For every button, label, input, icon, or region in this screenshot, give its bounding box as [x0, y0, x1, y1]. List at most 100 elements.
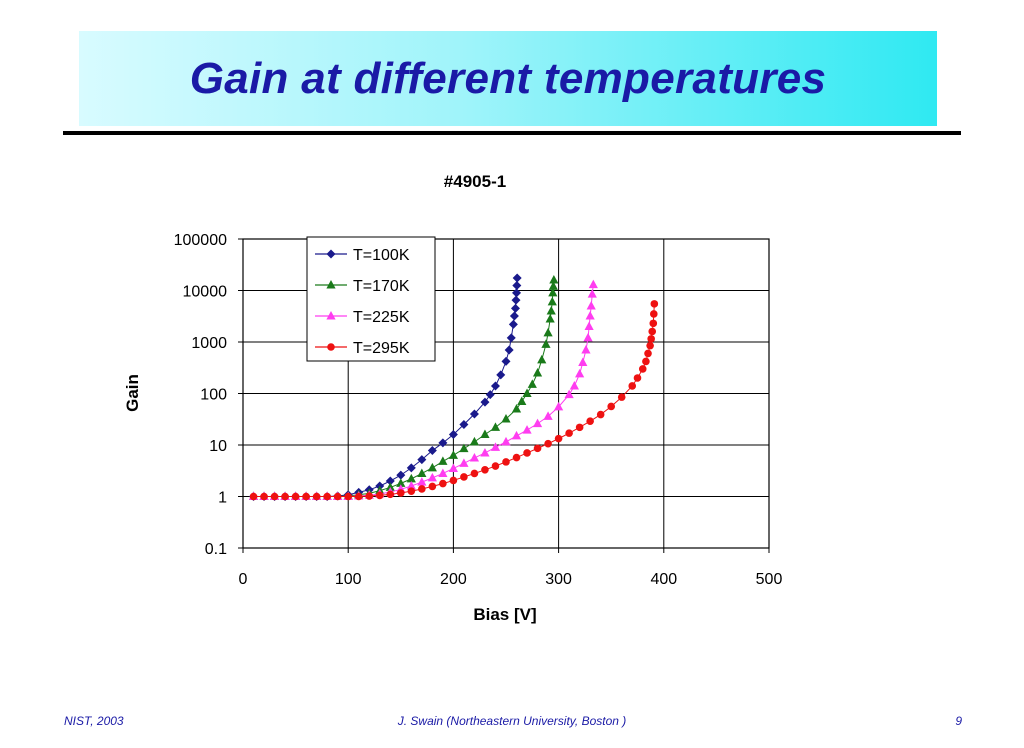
legend-marker	[326, 311, 336, 320]
data-point	[480, 429, 490, 438]
data-point	[527, 379, 537, 388]
data-point	[543, 327, 553, 337]
data-point	[281, 492, 289, 501]
data-point	[480, 397, 490, 407]
legend-label: T=225K	[353, 309, 410, 326]
data-point	[459, 458, 469, 467]
data-point	[406, 473, 416, 483]
data-point	[596, 410, 605, 419]
data-point	[650, 310, 658, 318]
x-tick-label: 100	[335, 571, 362, 588]
data-point	[396, 478, 406, 487]
data-point	[586, 301, 596, 310]
data-point	[541, 339, 551, 348]
data-point	[333, 492, 342, 501]
x-tick-label: 500	[756, 571, 783, 588]
x-tick-label: 0	[239, 571, 248, 588]
data-point	[375, 491, 384, 500]
data-point	[533, 444, 542, 453]
data-point	[496, 370, 506, 380]
data-point	[548, 287, 558, 297]
data-point	[588, 279, 598, 289]
data-point	[554, 434, 563, 443]
legend-marker	[326, 249, 336, 259]
data-point	[439, 479, 447, 488]
data-point	[617, 393, 626, 401]
data-point	[459, 420, 469, 430]
data-point	[584, 321, 594, 330]
data-point	[427, 462, 437, 472]
data-point	[581, 344, 591, 354]
data-point	[638, 365, 647, 373]
data-point	[491, 462, 500, 470]
data-point	[490, 442, 501, 451]
data-point	[365, 492, 374, 500]
data-point	[438, 456, 448, 465]
data-point	[460, 473, 468, 481]
page-number: 9	[955, 714, 962, 728]
data-point	[270, 492, 279, 501]
legend-box	[306, 236, 436, 362]
data-point	[548, 281, 558, 290]
data-point	[480, 447, 490, 457]
data-point	[260, 492, 268, 501]
legend-label: T=100K	[353, 247, 410, 264]
legend-marker	[327, 343, 335, 351]
data-point	[509, 311, 519, 321]
data-point	[522, 425, 532, 434]
title-divider	[63, 131, 961, 135]
data-point	[578, 357, 588, 366]
data-point	[501, 436, 511, 446]
y-tick-label: 10	[209, 438, 227, 455]
data-point	[511, 404, 522, 413]
data-point	[323, 492, 331, 501]
data-point	[385, 476, 395, 486]
data-point	[385, 482, 395, 491]
data-point	[469, 409, 479, 419]
data-point	[302, 492, 310, 501]
data-point	[586, 417, 594, 425]
data-point	[649, 319, 658, 328]
data-point	[459, 443, 469, 453]
data-point	[490, 422, 501, 431]
data-point	[508, 319, 518, 329]
data-point	[547, 296, 557, 306]
data-point	[607, 402, 615, 411]
data-point	[545, 313, 555, 323]
data-point	[448, 429, 458, 439]
data-point	[650, 300, 659, 308]
data-point	[470, 469, 479, 478]
data-point	[406, 463, 416, 473]
data-point	[575, 368, 585, 378]
data-point	[469, 452, 480, 462]
data-point	[565, 429, 573, 437]
y-tick-label: 10000	[183, 284, 228, 301]
chart-title: #4905-1	[444, 172, 506, 191]
series-t-295k	[249, 300, 659, 501]
title-banner: Gain at different temperatures	[79, 31, 937, 126]
data-point	[644, 349, 652, 358]
data-point	[532, 368, 543, 377]
data-point	[354, 492, 363, 501]
x-tick-label: 300	[545, 571, 572, 588]
legend-label: T=170K	[353, 278, 410, 295]
data-point	[575, 423, 584, 432]
data-point	[511, 295, 521, 305]
footer-left: NIST, 2003	[64, 714, 124, 728]
x-tick-label: 400	[650, 571, 677, 588]
data-point	[249, 492, 258, 501]
data-point	[438, 468, 448, 477]
data-point	[512, 281, 522, 291]
data-point	[448, 450, 458, 459]
data-point	[504, 345, 514, 355]
data-point	[344, 492, 353, 501]
data-point	[512, 288, 522, 298]
data-point	[646, 341, 654, 350]
gain-chart: #4905-1 100000 10000 1000 100 10 1 0.1 0 100 200 30…	[123, 172, 783, 624]
data-point	[417, 468, 427, 477]
data-point	[647, 335, 655, 343]
data-point	[490, 381, 500, 391]
plot-frame	[242, 238, 770, 549]
data-point	[642, 357, 650, 366]
x-axis-label: Bias [V]	[473, 605, 536, 624]
